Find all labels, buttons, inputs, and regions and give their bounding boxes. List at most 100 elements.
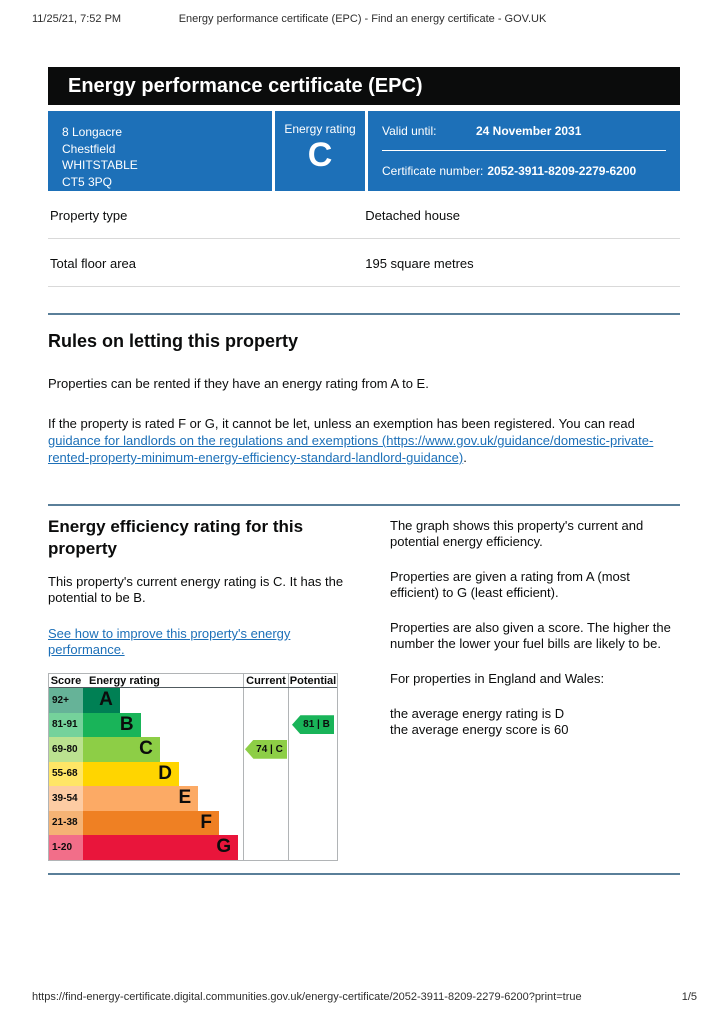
potential-rating-arrow: 81 | B: [292, 715, 334, 735]
address-line: CT5 3PQ: [62, 174, 113, 189]
band-rating-cell: B: [83, 712, 243, 737]
valid-until-label: Valid until:: [382, 123, 437, 138]
band-score-cell: 21-38: [49, 810, 83, 835]
band-letter: A: [99, 689, 113, 711]
address-line: Chestfield: [62, 141, 116, 156]
energy-rating-panel: Energy rating C: [275, 111, 365, 191]
chart-band-row: 39-54 E: [49, 786, 337, 811]
epc-chart-body: 92+ A 81-91 B 81 | B 69-80 C 74 | C 55-68 D 39-54 E…: [49, 688, 337, 860]
chart-header-score: Score: [50, 674, 82, 687]
certificate-summary-box: 8 Longacre Chestfield WHITSTABLE CT5 3PQ…: [48, 111, 680, 191]
potential-column-cell: [288, 688, 337, 713]
energy-rating-value: C: [307, 136, 333, 174]
chart-band-row: 21-38 F: [49, 810, 337, 835]
rules-paragraph-2: If the property is rated F or G, it cann…: [48, 415, 680, 466]
band-letter: G: [216, 836, 232, 858]
band-score-cell: 81-91: [49, 712, 83, 737]
efficiency-heading: Energy efficiency rating for this proper…: [48, 517, 304, 558]
current-column-cell: [243, 810, 288, 835]
floor-area-label: Total floor area: [50, 256, 136, 271]
band-rating-cell: A: [83, 688, 243, 713]
average-rating-line: the average energy rating is D: [390, 706, 565, 721]
table-row: Total floor area 195 square metres: [48, 239, 680, 287]
band-bar: A: [83, 688, 120, 713]
rating-scale-paragraph: Properties are given a rating from A (mo…: [390, 569, 630, 600]
band-rating-cell: F: [83, 810, 243, 835]
property-type-label: Property type: [50, 208, 128, 223]
rules-paragraph-1: Properties can be rented if they have an…: [48, 376, 429, 391]
page-title: Energy performance certificate (EPC): [68, 74, 423, 97]
efficiency-right-column: The graph shows this property's current …: [390, 516, 680, 861]
graph-explainer-paragraph: The graph shows this property's current …: [390, 518, 644, 549]
table-row: Property type Detached house: [48, 191, 680, 239]
current-rating-arrow: 74 | C: [245, 739, 287, 759]
valid-until-row: Valid until: 24 November 2031: [382, 111, 666, 151]
band-letter: B: [119, 713, 134, 735]
certificate-number-label: Certificate number:: [382, 164, 484, 178]
score-explainer-paragraph: Properties are also given a score. The h…: [390, 620, 671, 651]
section-divider: [48, 872, 680, 875]
chart-band-row: 69-80 C 74 | C: [49, 737, 337, 762]
band-bar: F: [83, 810, 219, 835]
band-bar: B: [83, 712, 141, 737]
chart-band-row: 55-68 D: [49, 761, 337, 786]
chart-header-current: Current: [243, 674, 288, 687]
chart-band-row: 92+ A: [49, 688, 337, 713]
current-column-cell: 74 | C: [243, 737, 288, 762]
energy-efficiency-section: Energy efficiency rating for this proper…: [48, 504, 680, 861]
potential-column-cell: [288, 737, 337, 762]
potential-column-cell: [288, 786, 337, 811]
print-datetime: 11/25/21, 7:52 PM: [32, 13, 122, 25]
band-bar: C: [83, 737, 160, 762]
band-letter: D: [158, 762, 172, 784]
band-rating-cell: E: [83, 786, 243, 811]
valid-until-date: 24 November 2031: [476, 123, 582, 138]
address-line: WHITSTABLE: [62, 158, 138, 172]
epc-rating-chart: Score Energy rating Current Potential 92…: [48, 673, 338, 861]
floor-area-value: 195 square metres: [365, 256, 474, 271]
certificate-number-row: Certificate number: 2052-3911-8209-2279-…: [382, 151, 666, 191]
band-rating-cell: D: [83, 761, 243, 786]
band-score-cell: 39-54: [49, 786, 83, 811]
rules-paragraph-2-period: .: [463, 450, 467, 465]
rules-paragraph-2-text: If the property is rated F or G, it cann…: [48, 416, 635, 431]
property-type-value: Detached house: [365, 208, 460, 223]
band-rating-cell: C: [83, 737, 243, 762]
average-score-line: the average energy score is 60: [390, 722, 569, 737]
potential-column-cell: 81 | B: [288, 712, 337, 737]
current-column-cell: [243, 761, 288, 786]
band-score-cell: 92+: [49, 688, 83, 713]
print-page-number: 1/5: [681, 991, 697, 1003]
band-score-cell: 69-80: [49, 737, 83, 762]
band-bar: D: [83, 761, 179, 786]
print-page-title: Energy performance certificate (EPC) - F…: [178, 13, 547, 25]
rules-section: Rules on letting this property Propertie…: [48, 313, 680, 466]
band-letter: F: [200, 811, 212, 833]
current-column-cell: [243, 835, 288, 860]
energy-rating-label: Energy rating: [284, 122, 356, 136]
chart-band-row: 81-91 B 81 | B: [49, 712, 337, 737]
improve-performance-link[interactable]: See how to improve this property's energ…: [48, 626, 291, 657]
browser-print-header: 11/25/21, 7:52 PM Energy performance cer…: [32, 13, 693, 25]
potential-column-cell: [288, 835, 337, 860]
print-url: https://find-energy-certificate.digital.…: [32, 991, 582, 1003]
certificate-banner: Energy performance certificate (EPC): [48, 67, 680, 105]
landlord-guidance-link[interactable]: guidance for landlords on the regulation…: [48, 433, 654, 465]
document-content: Energy performance certificate (EPC) 8 L…: [48, 67, 680, 875]
address-line: 8 Longacre: [62, 125, 123, 139]
potential-column-cell: [288, 810, 337, 835]
certificate-number-value: 2052-3911-8209-2279-6200: [487, 164, 637, 178]
band-rating-cell: G: [83, 835, 243, 860]
current-column-cell: [243, 688, 288, 713]
browser-print-footer: https://find-energy-certificate.digital.…: [32, 991, 697, 1003]
band-bar: G: [83, 835, 239, 860]
england-wales-paragraph: For properties in England and Wales:: [390, 671, 605, 686]
chart-header-energy-rating: Energy rating: [89, 674, 160, 687]
current-column-cell: [243, 786, 288, 811]
chart-header-potential: Potential: [288, 674, 337, 687]
band-score-cell: 1-20: [49, 835, 83, 860]
current-rating-paragraph: This property's current energy rating is…: [48, 574, 344, 605]
validity-panel: Valid until: 24 November 2031 Certificat…: [368, 111, 680, 191]
band-letter: E: [178, 787, 192, 809]
